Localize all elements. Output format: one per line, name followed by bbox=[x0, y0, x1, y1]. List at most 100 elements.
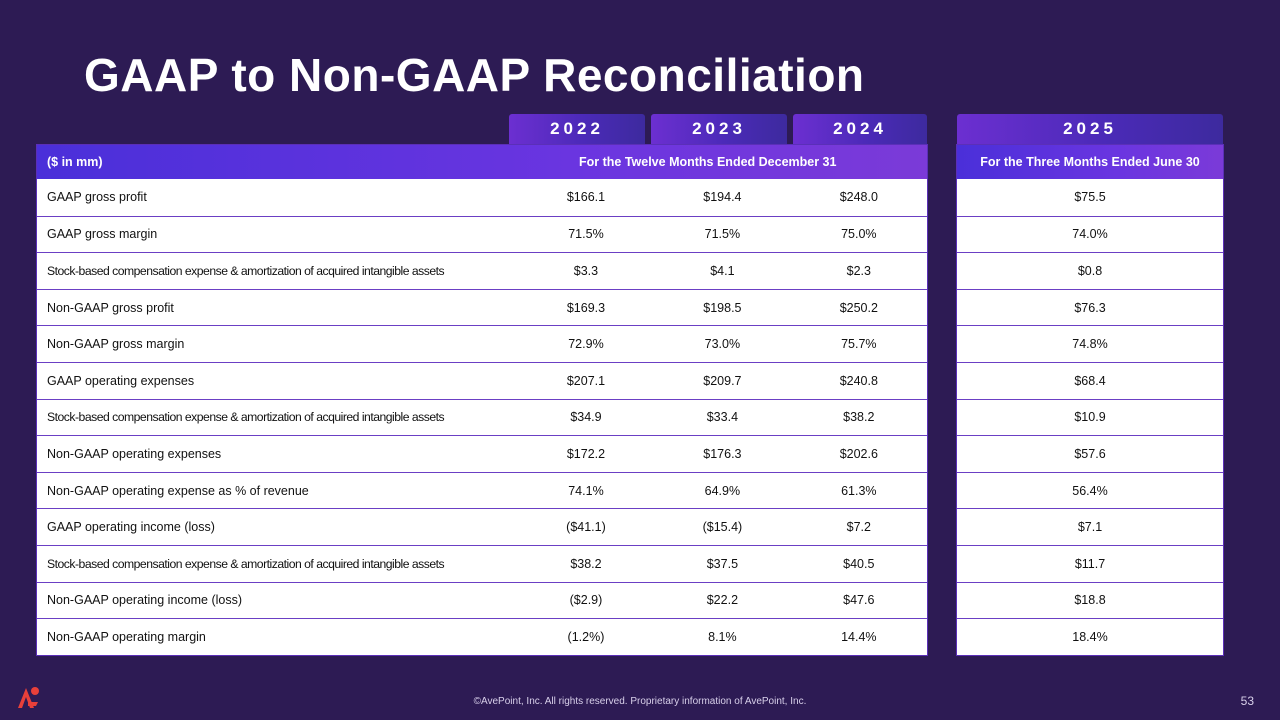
year-tab-2022: 2022 bbox=[509, 114, 645, 144]
copyright-footer: ©AvePoint, Inc. All rights reserved. Pro… bbox=[473, 696, 807, 707]
cell-2022: $166.1 bbox=[566, 190, 606, 205]
cell-2023: $4.1 bbox=[710, 263, 735, 278]
table-row: 18.4% bbox=[957, 618, 1223, 655]
cell-2024: 14.4% bbox=[841, 629, 877, 644]
cell-2023: $22.2 bbox=[706, 593, 739, 608]
table-row: $68.4 bbox=[957, 361, 1223, 399]
cell-2023: 8.1% bbox=[708, 629, 737, 644]
table-row: Non-GAAP gross profit $169.3 $198.5 $250.2 bbox=[37, 288, 927, 326]
table-row: Non-GAAP operating expenses $172.2 $176.3 $… bbox=[37, 435, 927, 472]
cell-2023: 71.5% bbox=[704, 227, 741, 242]
cell-2024: $38.2 bbox=[843, 410, 875, 425]
cell-2023: $209.7 bbox=[703, 373, 742, 388]
cell-2022: $38.2 bbox=[570, 556, 602, 571]
row-label: GAAP gross margin bbox=[47, 227, 158, 242]
table-row: $11.7 bbox=[957, 544, 1223, 582]
cell-2023: $198.5 bbox=[703, 300, 742, 315]
cell-2024: $47.6 bbox=[843, 593, 875, 608]
table-row: Non-GAAP operating expense as % of reven… bbox=[37, 471, 927, 509]
cell-2023: 64.9% bbox=[704, 483, 741, 498]
cell-2025: $10.9 bbox=[1074, 410, 1106, 425]
table-row: $18.8 bbox=[957, 581, 1223, 619]
cell-2022: $169.3 bbox=[566, 300, 606, 315]
cell-2022: 74.1% bbox=[568, 483, 604, 498]
table-row: $76.3 bbox=[957, 288, 1223, 326]
table-row: Stock-based compensation expense & amort… bbox=[37, 544, 927, 582]
cell-2025: $57.6 bbox=[1074, 446, 1106, 461]
cell-2023: $37.5 bbox=[706, 556, 739, 571]
cell-2024: $2.3 bbox=[846, 263, 871, 278]
row-label: Non-GAAP operating expense as % of reven… bbox=[47, 483, 309, 498]
table-row: $57.6 bbox=[957, 435, 1223, 472]
table-row: Non-GAAP gross margin 72.9% 73.0% 75.7% bbox=[37, 325, 927, 362]
cell-2022: (1.2%) bbox=[567, 629, 605, 644]
cell-2025: $7.1 bbox=[1077, 520, 1103, 535]
table-row: $7.1 bbox=[957, 508, 1223, 545]
cell-2024: $248.0 bbox=[839, 190, 878, 205]
row-label: Non-GAAP operating income (loss) bbox=[47, 593, 242, 608]
cell-2022: ($41.1) bbox=[566, 520, 606, 535]
cell-2022: 72.9% bbox=[568, 337, 604, 352]
year-tab-2023: 2023 bbox=[651, 114, 787, 144]
row-label: Non-GAAP operating expenses bbox=[47, 446, 222, 461]
page-title: GAAP to Non-GAAP Reconciliation bbox=[84, 49, 865, 101]
cell-2024: $40.5 bbox=[843, 556, 875, 571]
table-row: $10.9 bbox=[957, 398, 1223, 436]
cell-2025: $18.8 bbox=[1074, 593, 1106, 608]
row-label: Stock-based compensation expense & amort… bbox=[47, 410, 445, 425]
cell-2024: $250.2 bbox=[839, 300, 878, 315]
row-label: GAAP operating expenses bbox=[47, 373, 195, 388]
cell-2025: $11.7 bbox=[1074, 556, 1106, 571]
cell-2022: $207.1 bbox=[566, 373, 606, 388]
cell-2023: 73.0% bbox=[704, 337, 741, 352]
cell-2024: 61.3% bbox=[841, 483, 877, 498]
cell-2025: 74.8% bbox=[1072, 337, 1108, 352]
table-row: GAAP gross margin 71.5% 71.5% 75.0% bbox=[37, 215, 927, 253]
row-label: Non-GAAP gross margin bbox=[47, 337, 185, 352]
cell-2025: $75.5 bbox=[1074, 190, 1106, 205]
three-months-label: For the Three Months Ended June 30 bbox=[980, 155, 1200, 169]
row-label: GAAP gross profit bbox=[47, 190, 147, 205]
cell-2025: 18.4% bbox=[1072, 629, 1108, 644]
year-tab-2024: 2024 bbox=[793, 114, 927, 144]
table-row: $0.8 bbox=[957, 252, 1223, 289]
annual-reconciliation-table: ($ in mm) For the Twelve Months Ended De… bbox=[36, 144, 928, 656]
cell-2023: ($15.4) bbox=[702, 520, 743, 535]
table-row: Non-GAAP operating margin (1.2%) 8.1% 14.4% bbox=[37, 618, 927, 655]
cell-2023: $176.3 bbox=[703, 446, 742, 461]
cell-2022: ($2.9) bbox=[569, 593, 603, 608]
cell-2025: 74.0% bbox=[1072, 227, 1108, 242]
table-row: 56.4% bbox=[957, 471, 1223, 509]
cell-2022: $172.2 bbox=[566, 446, 606, 461]
table-row: GAAP operating expenses $207.1 $209.7 $240.… bbox=[37, 361, 927, 399]
table-row: 74.8% bbox=[957, 325, 1223, 362]
twelve-months-label: For the Twelve Months Ended December 31 bbox=[579, 155, 837, 169]
quarterly-reconciliation-table: For the Three Months Ended June 30 $75.5… bbox=[956, 144, 1224, 656]
cell-2024: 75.7% bbox=[841, 337, 877, 352]
cell-2022: 71.5% bbox=[568, 227, 604, 242]
cell-2023: $194.4 bbox=[703, 190, 742, 205]
row-label: Non-GAAP operating margin bbox=[47, 629, 206, 644]
quarterly-table-header: For the Three Months Ended June 30 bbox=[957, 145, 1223, 179]
cell-2025: $0.8 bbox=[1077, 263, 1103, 278]
cell-2025: $68.4 bbox=[1074, 373, 1106, 388]
row-label: GAAP operating income (loss) bbox=[47, 520, 215, 535]
cell-2024: 75.0% bbox=[841, 227, 877, 242]
table-row: Stock-based compensation expense & amort… bbox=[37, 252, 927, 289]
cell-2025: 56.4% bbox=[1072, 483, 1108, 498]
table-row: 74.0% bbox=[957, 215, 1223, 253]
page-number: 53 bbox=[1240, 694, 1254, 708]
units-label: ($ in mm) bbox=[47, 155, 103, 169]
cell-2024: $240.8 bbox=[839, 373, 878, 388]
table-row: Stock-based compensation expense & amort… bbox=[37, 398, 927, 436]
annual-table-header: ($ in mm) For the Twelve Months Ended De… bbox=[37, 145, 927, 179]
row-label: Stock-based compensation expense & amort… bbox=[47, 556, 445, 571]
year-tab-2025: 2025 bbox=[957, 114, 1223, 144]
row-label: Stock-based compensation expense & amort… bbox=[47, 263, 445, 278]
table-row: Non-GAAP operating income (loss) ($2.9) $2… bbox=[37, 581, 927, 619]
table-row: $75.5 bbox=[957, 179, 1223, 216]
cell-2022: $34.9 bbox=[570, 410, 602, 425]
cell-2022: $3.3 bbox=[573, 263, 599, 278]
row-label: Non-GAAP gross profit bbox=[47, 300, 174, 315]
cell-2024: $202.6 bbox=[839, 446, 878, 461]
